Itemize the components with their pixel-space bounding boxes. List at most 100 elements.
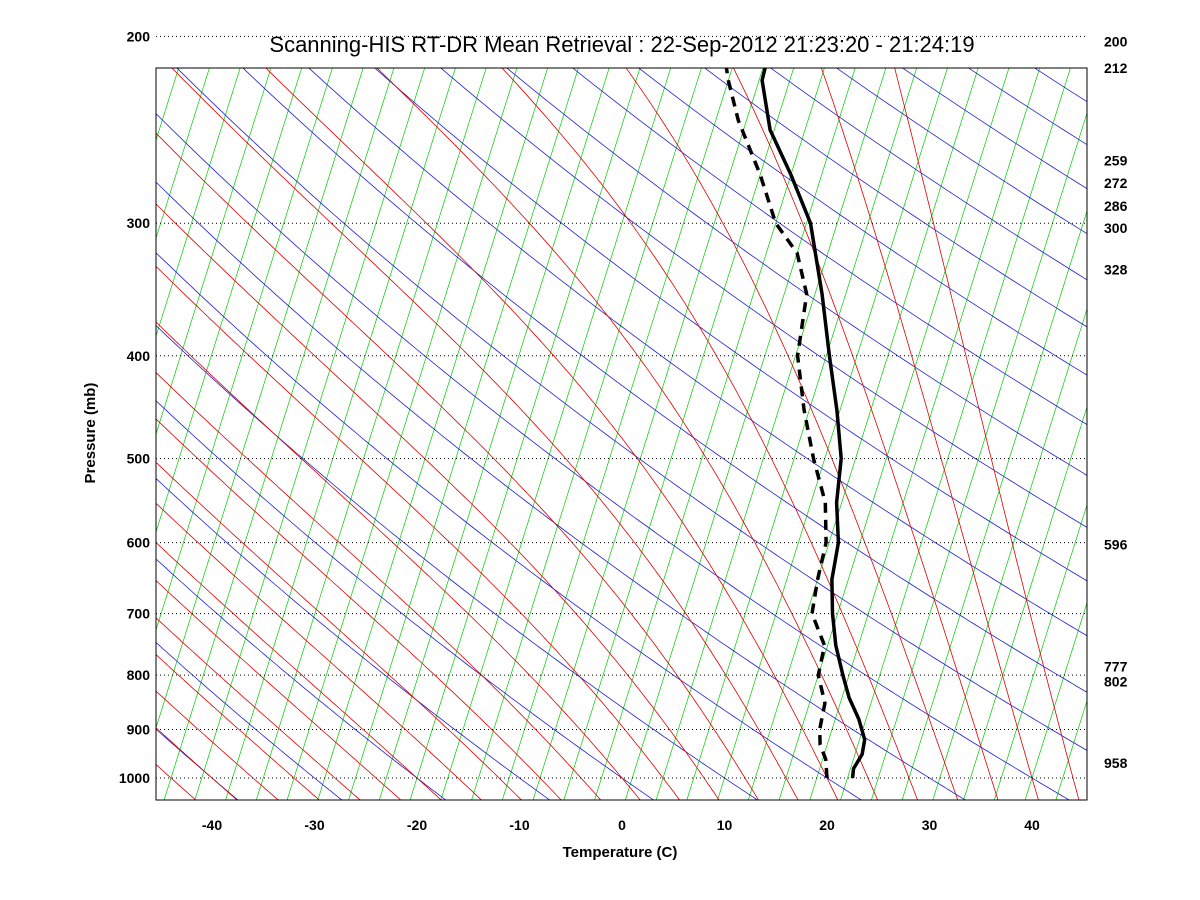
dry-adiabat-line (901, 68, 1087, 190)
isotherm-line (686, 68, 918, 800)
y-tick-label: 600 (127, 535, 151, 551)
moist-adiabat-line (156, 654, 320, 800)
y-tick-label: 1000 (119, 770, 150, 786)
isotherm-line (0, 0, 237, 822)
dry-adiabat-line (967, 68, 1087, 146)
isotherm-line (532, 68, 764, 800)
isotherm-line (1172, 0, 1200, 822)
plot-frame (155, 67, 1088, 801)
moist-adiabat-line (171, 68, 799, 800)
isotherm-line (1141, 0, 1200, 822)
isotherm-line (809, 68, 1041, 800)
isotherm-line (717, 68, 948, 800)
isotherm-line (156, 68, 333, 632)
dry-adiabat-line (1033, 68, 1087, 103)
isotherm-line (870, 111, 1087, 800)
dry-adiabat-line (506, 68, 1087, 476)
isotherm-line (655, 68, 887, 800)
isotherm-line (1055, 699, 1087, 800)
dry-adiabat-line (769, 68, 1087, 281)
moist-adiabat-line (156, 763, 197, 800)
dry-adiabat-line (156, 181, 967, 800)
isotherm-line (0, 0, 360, 822)
isotherm-line (1110, 0, 1200, 822)
isotherm-line (471, 68, 702, 800)
isotherm-line (1024, 601, 1087, 800)
dry-adiabat-line (156, 477, 551, 800)
dry-adiabat-line (156, 558, 447, 800)
right-level-label: 212 (1104, 60, 1128, 76)
moist-adiabat-line (501, 68, 919, 800)
dry-adiabat-line (440, 68, 1087, 528)
right-level-label: 300 (1104, 220, 1128, 236)
right-level-label: 958 (1104, 755, 1128, 771)
isotherm-line (901, 209, 1087, 800)
isotherm-line (409, 68, 641, 800)
right-level-label: 272 (1104, 175, 1128, 191)
moist-adiabat-line (625, 68, 959, 800)
moist-adiabat-line (156, 371, 602, 800)
moist-adiabat-line (894, 68, 1080, 800)
dry-adiabat-line (156, 324, 759, 800)
dry-adiabat-line (176, 68, 1087, 751)
moist-adiabat-line (732, 68, 999, 800)
moist-adiabat-line (156, 617, 361, 800)
moist-adiabat-line (156, 418, 562, 800)
chart-title: Scanning-HIS RT-DR Mean Retrieval : 22-S… (269, 32, 974, 57)
y-tick-labels: 5060708090100200300400500600700800900100… (119, 28, 151, 786)
moist-adiabat-line (156, 132, 759, 800)
dry-adiabat-line (638, 68, 1087, 376)
isotherm-line (0, 0, 22, 822)
x-tick-label: 30 (922, 817, 938, 833)
isotherm-line (286, 68, 518, 800)
moist-adiabat-line (156, 265, 681, 800)
isotherm-line (0, 0, 83, 822)
isotherm-line (0, 0, 145, 822)
x-axis-label: Temperature (C) (563, 844, 678, 861)
moist-adiabat-line (156, 541, 442, 800)
isotherm-line (163, 68, 395, 800)
isotherm-line (317, 68, 549, 800)
moist-adiabat-line (156, 727, 238, 800)
y-tick-label: 200 (127, 28, 151, 44)
dry-adiabat-line (156, 641, 343, 800)
y-tick-label: 800 (127, 667, 151, 683)
x-tick-labels: -40 -30 -20 -10 0 10 20 30 40 (202, 817, 1040, 833)
dry-adiabat-line (156, 252, 863, 800)
isotherm-line (156, 68, 180, 142)
isotherm-line (225, 68, 456, 800)
isotherm-line (156, 68, 210, 240)
right-level-label: 596 (1104, 537, 1128, 553)
right-level-label: 286 (1104, 198, 1128, 214)
dry-adiabat-line (242, 68, 1087, 693)
right-level-label: 259 (1104, 153, 1128, 169)
moist-adiabat-line (156, 203, 720, 800)
x-tick-label: -10 (509, 817, 529, 833)
background-lines (0, 0, 1200, 822)
pressure-gridlines (156, 35, 1087, 779)
isotherm-line (993, 503, 1087, 800)
moist-adiabat-line (820, 68, 1039, 800)
moist-adiabat-line (265, 68, 839, 800)
isotherm-line (747, 68, 979, 800)
x-tick-label: -20 (407, 817, 427, 833)
dry-adiabat-line (0, 0, 159, 822)
isotherm-line (624, 68, 856, 800)
isotherm-line (778, 68, 1010, 800)
dry-adiabat-line (308, 68, 1087, 637)
isotherm-line (378, 68, 610, 800)
moist-adiabat-line (156, 580, 402, 800)
temperature-profile-line (760, 68, 867, 779)
right-level-label: 200 (1104, 33, 1128, 49)
right-level-label: 802 (1104, 673, 1128, 689)
sounding-series (724, 68, 867, 779)
x-tick-label: 20 (819, 817, 835, 833)
isotherm-line (501, 68, 733, 800)
y-tick-label: 400 (127, 348, 151, 364)
isotherm-line (194, 68, 426, 800)
x-tick-label: 10 (717, 817, 733, 833)
x-tick-label: -30 (304, 817, 324, 833)
isotherm-line (963, 405, 1087, 800)
